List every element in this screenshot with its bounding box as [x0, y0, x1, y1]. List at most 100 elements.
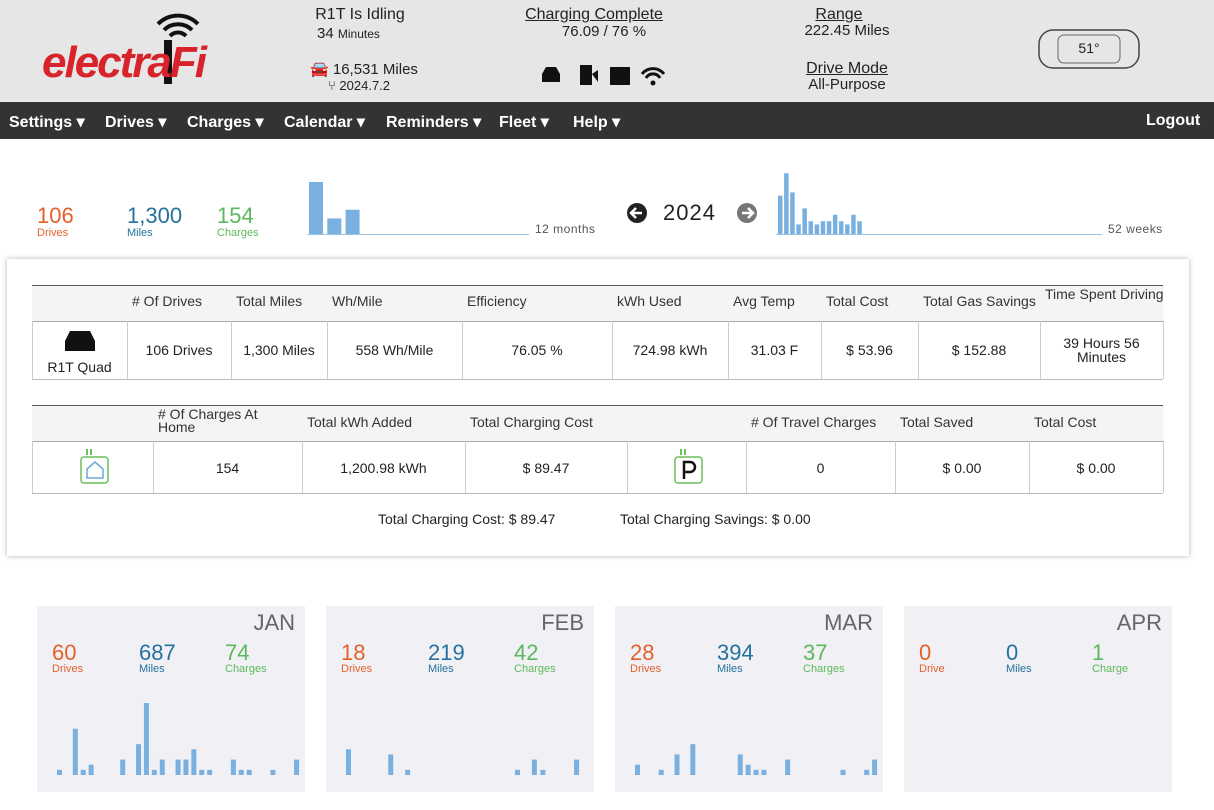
bar	[832, 214, 838, 234]
temperature: 51°	[1078, 40, 1100, 56]
bar	[514, 769, 520, 775]
stats-panel: # Of Drives Total Miles Wh/Mile Efficiency k…	[7, 259, 1189, 556]
summary-value: 106	[37, 203, 74, 228]
month-label: Miles	[428, 663, 454, 675]
table-header: Efficiency	[467, 293, 527, 309]
month-value: 74	[225, 640, 250, 665]
nav-item[interactable]: Calendar ▾	[284, 114, 365, 131]
table-border	[231, 321, 232, 379]
table-border	[32, 441, 33, 493]
bar	[191, 749, 197, 775]
status: R1T Is Idling	[315, 6, 405, 23]
month-name: APR	[1116, 610, 1162, 635]
mini-chart	[635, 744, 878, 775]
year-arrow[interactable]	[626, 202, 648, 224]
nav-item[interactable]: Charges ▾	[187, 114, 264, 131]
table-cell: 39 Hours 56 Minutes	[1063, 335, 1140, 365]
bar	[784, 173, 789, 234]
bar	[814, 224, 820, 234]
bar	[864, 769, 870, 775]
odometer-value: 16,531 Miles	[332, 61, 418, 78]
chart-label: 12 months	[535, 222, 596, 236]
month-label: Drive	[919, 663, 945, 675]
bar	[872, 759, 878, 775]
logout[interactable]: Logout	[1146, 112, 1201, 129]
table-border	[32, 405, 1163, 406]
charge-icon	[674, 449, 703, 484]
bar	[851, 214, 856, 234]
month-name: MAR	[824, 610, 873, 635]
mini-chart	[346, 749, 580, 775]
bar	[80, 769, 86, 775]
bar	[151, 769, 157, 775]
month-name: FEB	[541, 610, 584, 635]
summary-label: Drives	[37, 227, 69, 239]
month-label: Charges	[803, 663, 845, 675]
charging-status[interactable]: Charging Complete	[525, 6, 663, 23]
bar	[690, 744, 696, 775]
total-charging-savings: Total Charging Savings: $ 0.00	[620, 511, 811, 527]
month-value: 394	[717, 640, 754, 665]
bar	[120, 759, 126, 775]
table-header: Total Saved	[900, 414, 974, 430]
bar	[857, 221, 862, 234]
table-cell: 106 Drives	[145, 342, 213, 358]
table-border	[32, 321, 33, 379]
table-border	[465, 441, 466, 493]
bar	[845, 224, 850, 234]
table-cell: 0	[816, 460, 825, 476]
nav-item[interactable]: Fleet ▾	[499, 114, 549, 131]
table-cell: $ 0.00	[1076, 460, 1116, 476]
drive-mode-label[interactable]: Drive Mode	[806, 60, 888, 77]
bar	[753, 769, 759, 775]
range-label[interactable]: Range	[815, 6, 863, 23]
vehicle-icon	[65, 331, 95, 351]
month-label: Charges	[514, 663, 556, 675]
bar	[72, 728, 78, 775]
table-header: # Of Drives	[132, 293, 203, 309]
table-header: Total kWh Added	[307, 414, 413, 430]
year-arrow[interactable]	[736, 202, 758, 224]
bar	[88, 764, 94, 775]
bar	[674, 754, 680, 775]
summary-label: Miles	[127, 227, 153, 239]
bar	[309, 182, 323, 234]
bar	[839, 221, 844, 234]
nav-item[interactable]: Help ▾	[573, 114, 621, 131]
bar	[345, 209, 360, 234]
table-cell: 724.98 kWh	[632, 342, 708, 358]
bar	[761, 769, 767, 775]
table-cell: 76.05 %	[511, 342, 563, 358]
table-header: Total Cost	[1034, 414, 1097, 430]
bar	[136, 744, 142, 775]
table-border	[895, 441, 896, 493]
idle-time: 34 Minutes	[317, 25, 380, 42]
parking	[682, 460, 697, 479]
idle-unit: Minutes	[337, 27, 380, 41]
logo-icon	[156, 13, 200, 84]
nav-item[interactable]: Settings ▾	[9, 114, 85, 131]
bar	[346, 749, 351, 775]
table-border	[1040, 321, 1041, 379]
month-label: Drives	[341, 663, 373, 675]
table-border	[32, 493, 1163, 494]
table-header: kWh Used	[617, 293, 682, 309]
house	[86, 461, 104, 479]
table-border	[821, 321, 822, 379]
month-name: JAN	[253, 610, 295, 635]
bar	[57, 769, 62, 775]
month-label: Drives	[52, 663, 84, 675]
nav-bar: Settings ▾ Drives ▾ Charges ▾ Calendar ▾ Rem…	[0, 102, 1214, 139]
month-value: 1	[1092, 640, 1105, 665]
plug	[86, 449, 92, 455]
bar	[183, 759, 189, 775]
bar	[199, 769, 205, 775]
arrow	[629, 207, 642, 219]
table-border	[32, 379, 1163, 380]
month-value: 37	[803, 640, 828, 665]
table-border	[1163, 321, 1164, 379]
nav-item[interactable]: Drives ▾	[105, 114, 167, 131]
bar	[658, 769, 664, 775]
vehicle-outline	[1038, 29, 1140, 69]
nav-item[interactable]: Reminders ▾	[386, 114, 482, 131]
